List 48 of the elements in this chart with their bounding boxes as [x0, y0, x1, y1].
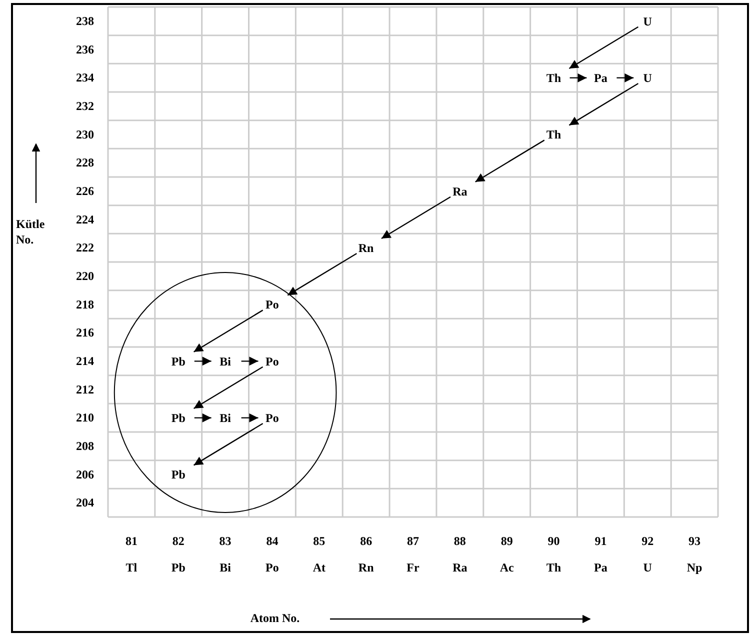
y-tick-label: 232 — [76, 99, 94, 114]
x-tick-label: 85 At — [312, 534, 326, 574]
y-tick-label: 234 — [76, 70, 94, 85]
annotation: Ra — [452, 184, 468, 198]
y-tick-label: 224 — [76, 212, 94, 226]
x-tick-label: 90 Th — [546, 534, 562, 574]
annotation: Th — [546, 71, 562, 86]
y-tick-label: 236 — [76, 42, 94, 56]
annotation: Rn — [358, 241, 374, 256]
x-tick-label: 83 Bi — [219, 534, 232, 574]
y-tick-label: 218 — [76, 297, 94, 312]
y-tick-label: 216 — [76, 326, 94, 340]
annotation: U — [643, 71, 652, 86]
x-tick-label: 84 Po — [266, 534, 279, 574]
y-tick-label: 220 — [76, 269, 94, 284]
annotation: Po — [266, 411, 279, 426]
annotation: Pb — [171, 468, 186, 482]
annotation: Pb — [171, 354, 186, 368]
y-tick-label: 222 — [76, 240, 94, 255]
y-tick-label: 208 — [76, 439, 94, 454]
annotation: Th — [546, 128, 562, 142]
x-tick-label: 88 Ra — [452, 534, 468, 574]
x-tick-label: 82 Pb — [171, 534, 186, 574]
x-tick-label: 89 Ac — [500, 534, 515, 574]
y-axis-title: Kütle No. — [16, 217, 46, 247]
y-tick-label: 212 — [76, 382, 94, 396]
x-tick-label: 92 U — [642, 534, 654, 574]
annotation: Pa — [594, 71, 608, 86]
x-tick-label: 81 Tl — [125, 534, 138, 574]
x-tick-label: 91 Pa — [594, 534, 608, 574]
y-tick-label: 230 — [76, 127, 94, 142]
annotation: Pb — [171, 411, 186, 426]
y-tick-label: 214 — [76, 354, 94, 368]
annotation: Bi — [220, 354, 232, 368]
y-tick-label: 204 — [76, 496, 94, 510]
y-tick-label: 228 — [76, 156, 94, 170]
annotation: Po — [266, 298, 279, 312]
annotation: Bi — [220, 411, 232, 426]
x-axis-title: Atom No. — [250, 611, 300, 625]
annotation: U — [643, 14, 652, 28]
y-tick-label: 238 — [76, 14, 94, 28]
y-tick-label: 226 — [76, 184, 94, 198]
annotation: Po — [266, 354, 279, 368]
y-tick-label: 206 — [76, 467, 94, 482]
x-tick-label: 87 Fr — [406, 534, 420, 574]
x-tick-label: 86 Rn — [358, 534, 374, 574]
x-tick-label: 93 Np — [686, 534, 703, 574]
y-tick-label: 210 — [76, 410, 94, 425]
